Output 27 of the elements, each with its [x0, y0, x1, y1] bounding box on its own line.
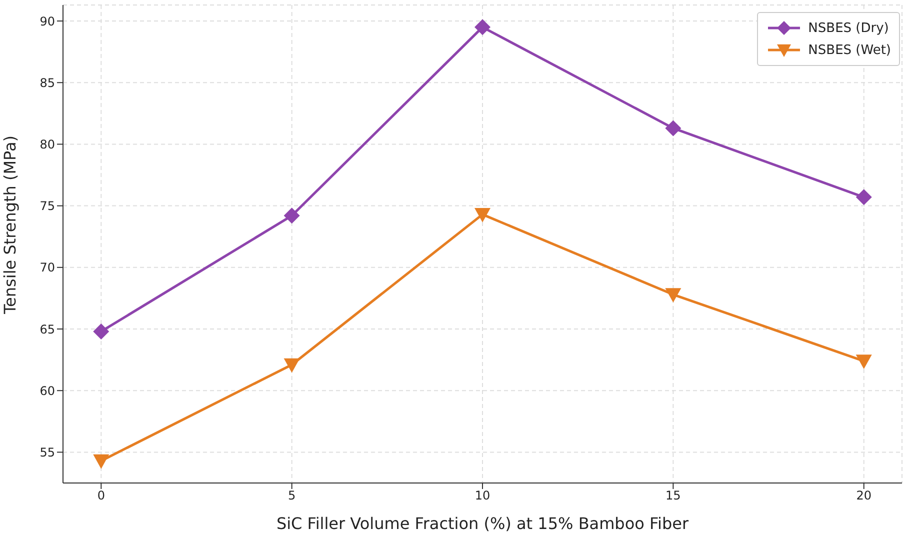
point [665, 120, 682, 136]
y-tick-label: 60 [40, 384, 55, 398]
y-tick-label: 70 [40, 260, 55, 275]
x-tick-label: 10 [474, 488, 490, 503]
point [856, 354, 872, 370]
point [474, 208, 490, 222]
y-tick-label: 75 [40, 199, 55, 214]
legend-label: NSBES (Wet) [808, 42, 891, 58]
legend-label: NSBES (Dry) [808, 20, 889, 36]
point [284, 208, 300, 224]
y-tick-label: 90 [40, 14, 55, 28]
y-tick-label: 55 [40, 445, 55, 460]
point [474, 19, 490, 36]
y-tick-label: 85 [40, 76, 55, 90]
x-tick-label: 0 [97, 488, 105, 503]
y-tick-label: 65 [40, 322, 55, 336]
x-tick-label: 5 [288, 488, 296, 503]
x-tick-label: 20 [856, 488, 872, 503]
y-axis-title: Tensile Strength (MPa) [0, 135, 20, 315]
point [93, 323, 110, 340]
point [665, 288, 682, 303]
x-axis-title: SiC Filler Volume Fraction (%) at 15% Bamboo Fiber [276, 514, 689, 533]
y-tick-label: 80 [40, 137, 55, 152]
point [284, 358, 300, 373]
point [93, 454, 110, 469]
point [856, 189, 872, 206]
x-tick-label: 15 [666, 488, 681, 503]
